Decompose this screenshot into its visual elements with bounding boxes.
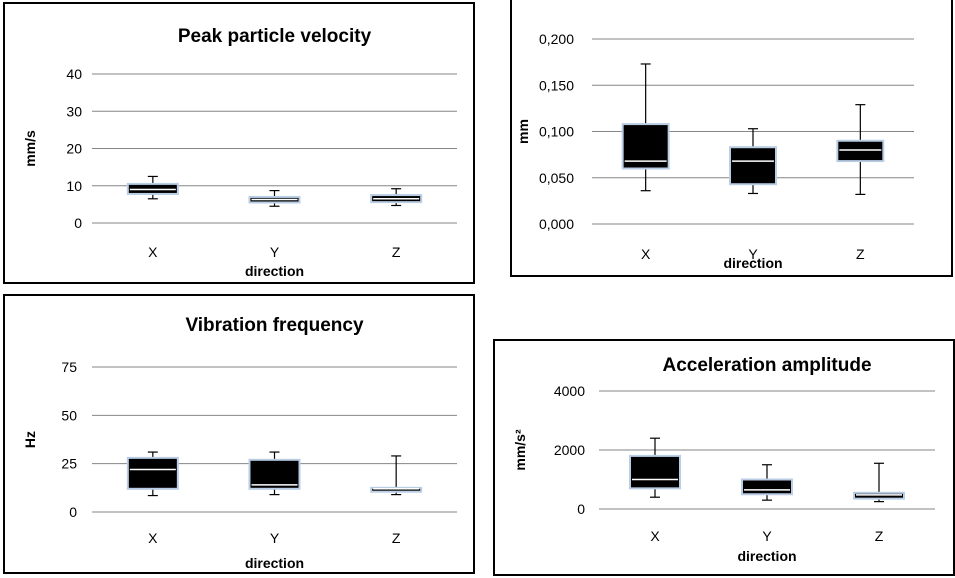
y-axis-title: mm [515,119,531,144]
chart-svg: 0 2000 4000 Acceleration amplitude mm/s² dire… [512,355,935,564]
y-tick-label: 40 [66,66,82,82]
box-plot-y [729,128,777,195]
chart-title: Acceleration amplitude [662,355,871,376]
y-tick-label: 0 [69,504,77,520]
iqr-box [836,139,885,163]
x-tick-label: X [148,530,158,546]
y-tick-label: 25 [61,456,77,472]
chart-svg: 0 10 20 30 40 Peak particle velocity mm/s direc… [22,26,457,279]
y-tick-label: 30 [66,103,82,119]
y-tick-label: 50 [61,407,77,423]
iqr-box [248,458,301,490]
chart-svg: 0 25 50 75 Vibration frequency Hz direction X Y Z [22,315,457,571]
box-plot-z [853,462,905,503]
x-tick-label: X [148,244,158,260]
x-axis-title: direction [737,548,796,564]
box-plot-x [126,451,179,497]
box-plot-y [741,464,793,501]
chart-svg: 0,000 0,050 0,100 0,150 0,200 mm direction X Y Z [515,31,914,271]
x-tick-label: Z [875,528,884,544]
x-tick-label: Y [270,244,280,260]
box-plot-y [248,189,301,207]
x-tick-label: Y [748,246,758,262]
y-axis-title: mm/s² [512,429,528,471]
x-tick-label: Z [856,246,865,262]
y-tick-label: 75 [61,359,77,375]
x-tick-label: Y [270,530,280,546]
box-plot-z [370,455,423,496]
y-axis-title: mm/s [22,130,38,167]
y-tick-label: 0 [74,215,82,231]
iqr-box [741,478,793,496]
box-plot-x [126,175,179,200]
x-axis-title: direction [723,255,782,271]
chart-peak-particle-velocity: 0 10 20 30 40 Peak particle velocity mm/s direc… [3,2,475,284]
y-tick-label: 10 [66,178,82,194]
iqr-box [729,146,777,186]
x-tick-label: X [641,246,651,262]
y-tick-label: 0,150 [539,77,574,93]
box-plot-x [621,63,670,192]
chart-acceleration-amplitude: 0 2000 4000 Acceleration amplitude mm/s² dire… [493,339,955,576]
x-axis-title: direction [245,263,304,279]
y-tick-label: 0,000 [539,216,574,232]
box-plot-y [248,451,301,496]
y-axis-title: Hz [22,431,38,448]
iqr-box [126,456,179,490]
x-axis-title: direction [245,555,304,571]
chart-title: Vibration frequency [185,315,364,336]
y-tick-label: 0 [577,501,585,517]
chart-vibration-frequency: 0 25 50 75 Vibration frequency Hz direction X Y Z [3,294,475,574]
x-tick-label: X [650,528,660,544]
x-tick-label: Y [762,528,772,544]
x-tick-label: Z [392,244,401,260]
y-tick-label: 20 [66,141,82,157]
y-tick-label: 0,200 [539,31,574,47]
x-tick-label: Z [392,530,401,546]
y-tick-label: 4000 [554,383,585,399]
y-tick-label: 0,100 [539,124,574,140]
iqr-box [853,491,905,500]
chart-title: Peak particle velocity [178,26,372,47]
y-tick-label: 0,050 [539,170,574,186]
y-tick-label: 2000 [554,442,585,458]
box-plot-z [370,188,423,207]
chart-displacement: 0,000 0,050 0,100 0,150 0,200 mm direction X Y Z [510,0,953,277]
iqr-box [629,454,681,490]
iqr-box [370,486,423,493]
box-plot-x [629,437,681,498]
box-plot-z [836,104,885,195]
